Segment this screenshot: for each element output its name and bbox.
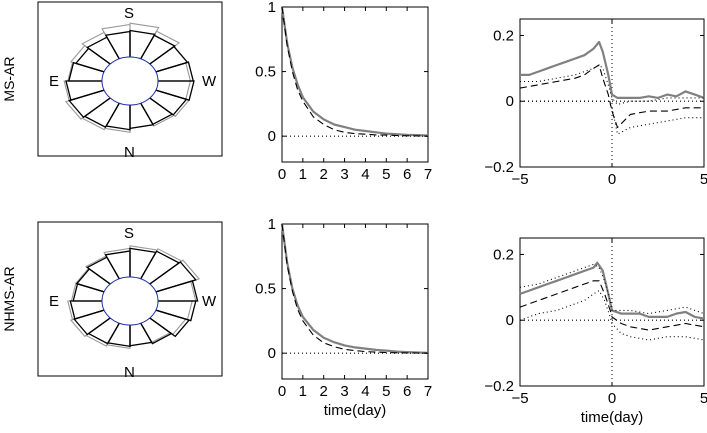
sector-bar (65, 80, 105, 101)
series-line (520, 40, 705, 100)
x-tick-label: 6 (403, 383, 411, 400)
x-tick-label: −5 (511, 171, 528, 188)
x-tick-label: −5 (511, 390, 528, 407)
sector-bar (106, 322, 131, 348)
x-tick-label: 5 (700, 171, 707, 188)
y-tick-label: 0.2 (493, 246, 514, 263)
x-tick-label: 3 (340, 166, 348, 183)
x-tick-label: 7 (424, 166, 432, 183)
x-axis-label: time(day) (324, 402, 387, 419)
series-line (520, 100, 704, 135)
x-tick-label: 4 (361, 383, 369, 400)
sector-bar (70, 282, 105, 302)
x-tick-label: 0 (278, 383, 286, 400)
x-tick-label: 1 (299, 166, 307, 183)
y-tick-label: −0.2 (484, 159, 514, 176)
panel-3: −5 0 5 −0.2 0 0.2 (484, 18, 707, 188)
x-tick-label: 5 (382, 166, 390, 183)
inner-ring (101, 276, 159, 326)
sector-bar (129, 29, 156, 60)
sector-bar (68, 61, 105, 82)
x-tick-label: 5 (700, 390, 707, 407)
series-line (519, 290, 705, 341)
series-line (281, 6, 429, 137)
sector-bar (105, 102, 131, 131)
x-tick-label: 7 (424, 383, 432, 400)
inner-ring (101, 56, 159, 106)
direction-label-s: S (124, 5, 134, 22)
row-label: MS-AR (1, 56, 17, 101)
sector-bar (69, 300, 105, 320)
y-tick-label: 0 (268, 345, 276, 362)
sector-bar (155, 62, 192, 82)
sector-bar (104, 250, 131, 280)
direction-label-w: W (202, 73, 217, 90)
y-tick-label: 0.5 (255, 64, 276, 81)
series-line (519, 261, 705, 320)
y-tick-label: 0 (268, 128, 276, 145)
sector-bar (104, 30, 131, 60)
direction-label-s: S (124, 225, 134, 242)
plot-frame (37, 221, 223, 377)
y-tick-label: 1 (268, 216, 276, 233)
x-tick-label: 0 (278, 166, 286, 183)
panel-4: S E W N NHMS-AR (1, 221, 223, 381)
panel-2: 0 1 2 3 4 5 6 700.51 (255, 0, 432, 183)
y-tick-label: 0 (506, 312, 514, 329)
panel-1: S E W N MS-AR (1, 1, 223, 161)
direction-label-w: W (202, 293, 217, 310)
series-line (519, 64, 704, 129)
x-axis-label: time(day) (581, 409, 644, 426)
direction-label-n: N (124, 364, 135, 381)
direction-label-e: E (49, 73, 59, 90)
y-tick-label: −0.2 (484, 378, 514, 395)
x-tick-label: 4 (361, 166, 369, 183)
series-line (281, 223, 429, 354)
y-tick-label: 0.2 (493, 27, 514, 44)
sector-bar (155, 300, 193, 321)
x-tick-label: 0 (608, 390, 616, 407)
sector-bar (155, 280, 197, 302)
sector-bar (155, 80, 192, 100)
x-tick-label: 2 (320, 383, 328, 400)
series-line (519, 280, 705, 331)
y-tick-label: 0.5 (255, 281, 276, 298)
sector-bar (129, 102, 154, 130)
x-tick-label: 3 (340, 383, 348, 400)
y-tick-label: 1 (268, 0, 276, 16)
plot-frame (281, 6, 429, 163)
direction-label-n: N (124, 144, 135, 161)
y-tick-label: 0 (506, 93, 514, 110)
series-line (520, 64, 704, 106)
row-label: NHMS-AR (1, 266, 17, 331)
direction-label-e: E (49, 293, 59, 310)
x-tick-label: 6 (403, 166, 411, 183)
panel-6: −5 0 5 −0.2 0 0.2 time(day) (484, 237, 707, 426)
sector-bar (129, 102, 155, 130)
plot-frame (37, 1, 223, 157)
x-tick-label: 0 (608, 171, 616, 188)
series-line (280, 6, 429, 137)
x-tick-label: 5 (382, 383, 390, 400)
series-line (519, 263, 705, 315)
sector-bar (72, 283, 105, 302)
x-tick-label: 1 (299, 383, 307, 400)
sector-bar (129, 322, 153, 347)
plot-frame (281, 223, 429, 380)
series-line (280, 223, 429, 354)
x-tick-label: 2 (320, 166, 328, 183)
